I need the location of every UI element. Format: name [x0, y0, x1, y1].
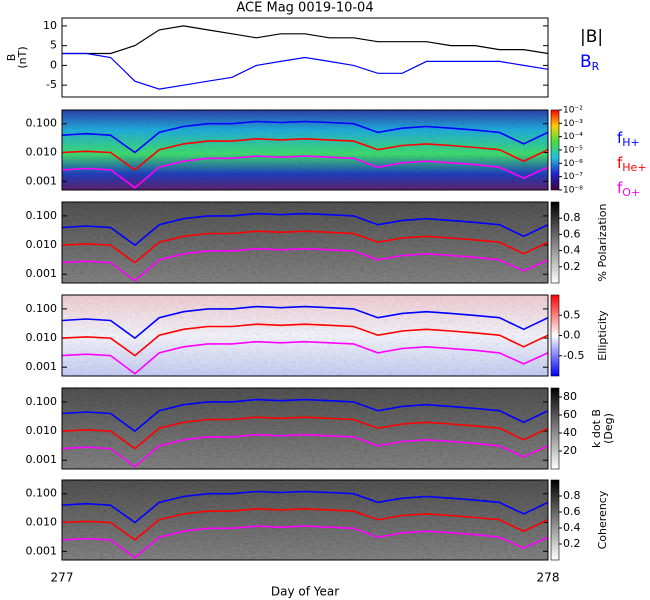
plot-frame	[61, 109, 549, 191]
colorbar	[550, 387, 560, 470]
spectrogram-texture	[62, 388, 548, 469]
data-line	[62, 52, 548, 90]
legend-label: |B|	[580, 27, 603, 47]
colorbar-tick-label: 0.8	[563, 211, 581, 224]
data-line	[62, 212, 548, 247]
data-line	[62, 490, 548, 524]
y-tick-label: 0.001	[26, 267, 58, 280]
colorbar-tick-label: 0.2	[563, 260, 581, 273]
data-line	[62, 433, 548, 468]
data-line	[62, 155, 548, 189]
data-line	[62, 507, 548, 541]
plot-frame	[61, 294, 549, 377]
data-line	[62, 137, 548, 171]
y-tick-label: 0.010	[26, 238, 58, 251]
y-tick-label: 0	[50, 58, 57, 71]
legend-label: fHe+	[617, 154, 647, 175]
y-tick-label: 0.010	[26, 146, 58, 159]
colorbar-tick-label: 20	[563, 444, 577, 457]
y-tick-label: 0.100	[26, 117, 58, 130]
colorbar-tick-label: 10⁻²	[563, 106, 583, 116]
colorbar-label: k dot B	[590, 409, 603, 448]
plot-frame	[61, 387, 549, 470]
colorbar-tick-label: 10⁻⁷	[563, 172, 583, 182]
legend-label: fH+	[617, 129, 640, 150]
spectrogram-texture	[62, 202, 548, 283]
colorbar-tick-label: 10⁻⁵	[563, 146, 583, 156]
y-tick-label: 0.100	[26, 302, 58, 315]
plot-frame	[61, 17, 549, 98]
plot-frame	[61, 479, 549, 561]
colorbar-tick-label: 0.6	[563, 227, 581, 240]
colorbar	[550, 201, 560, 284]
data-line	[62, 247, 548, 282]
colorbar	[550, 479, 560, 561]
chart-title: ACE Mag 0019-10-04	[236, 1, 373, 16]
plot-frame	[61, 201, 549, 284]
data-line	[62, 340, 548, 375]
y-tick-label: -5	[46, 78, 57, 91]
data-line	[62, 25, 548, 55]
y-tick-label: 0.100	[26, 209, 58, 222]
y-tick-label: 0.100	[26, 487, 58, 500]
colorbar-label: % Polarization	[596, 204, 609, 282]
data-line	[62, 323, 548, 357]
y-tick-label: 0.010	[26, 516, 58, 529]
colorbar-label: Coherency	[596, 490, 609, 549]
data-line	[62, 416, 548, 450]
colorbar-tick-label: 0.5	[563, 308, 581, 321]
colorbar-tick-label: 0.0	[563, 329, 581, 342]
y-tick-label: 0.001	[26, 360, 58, 373]
colorbar-tick-label: 60	[563, 408, 577, 421]
y-tick-label: 5	[50, 39, 57, 52]
colorbar-tick-label: 0.6	[563, 505, 581, 518]
y-tick-label: 10	[43, 19, 57, 32]
y-tick-label: 0.010	[26, 331, 58, 344]
spectrogram-texture	[62, 110, 548, 190]
colorbar-tick-label: 10⁻³	[563, 119, 583, 129]
spectrogram-texture	[62, 480, 548, 560]
colorbar-tick-label: 0.4	[563, 244, 581, 257]
colorbar-tick-label: 80	[563, 390, 577, 403]
y-tick-label: 0.100	[26, 395, 58, 408]
y-tick-label: 0.001	[26, 174, 58, 187]
data-line	[62, 120, 548, 154]
y-tick-label: 0.001	[26, 544, 58, 557]
data-line	[62, 525, 548, 559]
colorbar-tick-label: 10⁻⁸	[563, 186, 583, 196]
colorbar	[550, 294, 560, 377]
spectrogram-texture	[62, 295, 548, 376]
legend-label: BR	[580, 52, 600, 73]
y-axis-label: B	[5, 54, 18, 62]
colorbar-tick-label: 0.8	[563, 489, 581, 502]
colorbar-tick-label: 40	[563, 426, 577, 439]
y-tick-label: 0.001	[26, 453, 58, 466]
x-tick-label: 278	[537, 571, 560, 585]
y-tick-label: 0.010	[26, 424, 58, 437]
colorbar-tick-label: 10⁻⁶	[563, 159, 583, 169]
y-axis-label: (nT)	[16, 46, 29, 68]
colorbar-label: (Deg)	[602, 413, 615, 444]
data-line	[62, 230, 548, 264]
colorbar-tick-label: 10⁻⁴	[563, 132, 583, 142]
legend-label: fO+	[617, 179, 640, 200]
x-tick-label: 277	[51, 571, 74, 585]
colorbar	[550, 109, 560, 191]
x-axis-label: Day of Year	[271, 585, 339, 599]
colorbar-tick-label: 0.4	[563, 521, 581, 534]
colorbar-tick-label: 0.2	[563, 537, 581, 550]
data-line	[62, 305, 548, 340]
colorbar-tick-label: -0.5	[563, 349, 584, 362]
data-line	[62, 398, 548, 433]
colorbar-label: Ellipticity	[596, 310, 609, 361]
